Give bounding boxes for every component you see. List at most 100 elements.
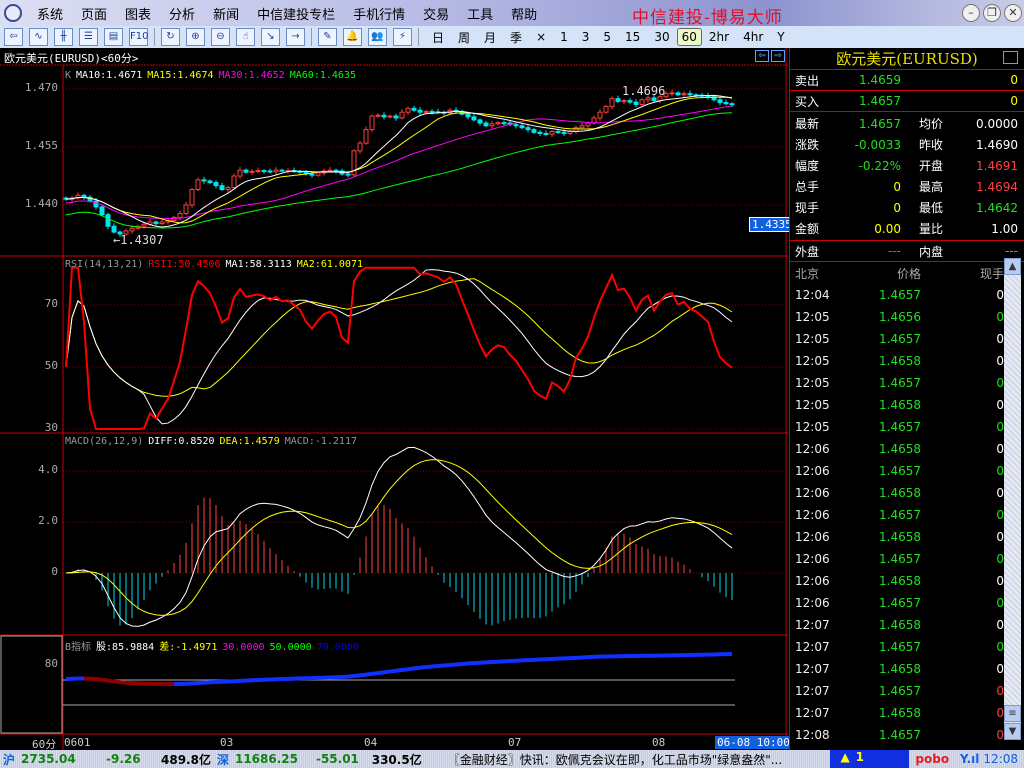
period-button[interactable]: 4hr [743,30,764,44]
draw-icon[interactable]: ✎ [318,28,337,46]
stat-label: 现手 [795,201,820,215]
tick-row[interactable]: 12:06 1.4658 0 [790,482,1004,504]
time-tick: 08 [652,736,666,749]
period-button[interactable]: 30 [654,30,670,44]
tick-row[interactable]: 12:05 1.4657 0 [790,372,1004,394]
period-button[interactable]: 2hr [708,30,730,44]
tick-price: 1.4657 [879,508,921,522]
candle [387,115,393,118]
scroll-down-button[interactable]: ▼ [1004,723,1021,740]
restore-button[interactable]: ❐ [983,4,1001,22]
rsi-tick: 30 [44,421,58,434]
rsi-ma1-line [65,269,733,425]
f10-icon[interactable]: F10 [129,28,148,46]
tick-price: 1.4658 [879,574,921,588]
stat-value: 1.4657 [859,116,901,131]
candle-chart-icon[interactable]: ╫ [54,28,73,46]
tick-row[interactable]: 12:07 1.4658 0 [790,658,1004,680]
scroll-thumb[interactable]: ≡ [1004,705,1021,722]
tick-row[interactable]: 12:06 1.4657 0 [790,460,1004,482]
rsi-label: RSI(14,13,21) [65,259,144,270]
pointer-icon[interactable]: ☝ [236,28,255,46]
menu-item[interactable]: 页面 [81,7,108,23]
zoom-in-icon[interactable]: ⊕ [186,28,205,46]
period-button[interactable]: 1 [560,30,568,44]
tick-row[interactable]: 12:05 1.4657 0 [790,328,1004,350]
minimize-button[interactable]: – [962,4,980,22]
period-button[interactable]: 3 [581,30,590,44]
chart-area[interactable]: 欧元美元(EURUSD)<60分> ⇦ ⇨ K MA10:1.4671 MA15:1… [0,48,795,751]
next-arrow-button[interactable]: ⇨ [771,50,785,62]
tick-row[interactable]: 12:07 1.4658 0 [790,614,1004,636]
menu-item[interactable]: 分析 [169,7,196,23]
users-icon[interactable]: 👥 [368,28,387,46]
period-button[interactable]: 月 [484,30,497,45]
tick-row[interactable]: 12:05 1.4657 0 [790,416,1004,438]
zoom-out-icon[interactable]: ⊖ [211,28,230,46]
tick-row[interactable]: 12:07 1.4657 0 [790,636,1004,658]
tick-row[interactable]: 12:06 1.4658 0 [790,570,1004,592]
menu-item[interactable]: 图表 [125,7,152,23]
period-button[interactable]: 日 [432,30,445,45]
alarm-bell-icon[interactable]: 🔔 [343,28,362,46]
line-chart-icon[interactable]: ∿ [29,28,48,46]
period-button[interactable]: 15 [625,30,641,44]
tick-row[interactable]: 12:07 1.4657 0 [790,680,1004,702]
outer-inner-row: 外盘 --- 内盘 --- [790,241,1024,262]
menu-item[interactable]: 帮助 [511,7,538,23]
tick-row[interactable]: 12:06 1.4658 0 [790,526,1004,548]
tick-row[interactable]: 12:05 1.4656 0 [790,306,1004,328]
candle [567,131,573,134]
sell-label: 卖出 [795,73,820,88]
tick-row[interactable]: 12:05 1.4658 0 [790,394,1004,416]
toolbar-separator [154,28,155,46]
period-button[interactable]: 周 [458,30,471,45]
scroll-up-button[interactable]: ▲ [1004,258,1021,275]
tick-row[interactable]: 12:06 1.4657 0 [790,548,1004,570]
prev-arrow-button[interactable]: ⇦ [755,50,769,62]
tick-row[interactable]: 12:06 1.4657 0 [790,504,1004,526]
export-icon[interactable]: ↘ [261,28,280,46]
app-logo-icon[interactable] [4,4,22,22]
tick-row[interactable]: 12:04 1.4657 0 [790,284,1004,306]
tick-volume: 0 [996,684,1004,698]
tick-row[interactable]: 12:06 1.4658 0 [790,438,1004,460]
b-indicator-segment [425,664,433,670]
import-icon[interactable]: → [286,28,305,46]
candle [405,107,411,113]
period-button[interactable]: 5 [603,30,612,44]
tick-row[interactable]: 12:07 1.4658 0 [790,702,1004,724]
refresh-icon[interactable]: ↻ [161,28,180,46]
alert-indicator[interactable]: ▲ 1 [830,750,909,768]
b-cha-value: 差:-1.4971 [159,642,218,653]
menu-item[interactable]: 工具 [467,7,494,23]
list-icon[interactable]: ☰ [79,28,98,46]
tick-row[interactable]: 12:06 1.4657 0 [790,592,1004,614]
tick-row[interactable]: 12:05 1.4658 0 [790,350,1004,372]
back-icon[interactable]: ⇦ [4,28,23,46]
candle [105,214,111,227]
candle [381,114,387,118]
menu-item[interactable]: 交易 [423,7,450,23]
news-icon[interactable]: ▤ [104,28,123,46]
period-button[interactable]: 60 [676,28,702,46]
close-button[interactable]: ✕ [1004,4,1022,22]
stat-label: 幅度 [795,159,820,173]
news-ticker[interactable]: 〖金融财经〗快讯：欧佩克会议在即，化工品市场"绿意盎然"... [447,752,783,767]
chart-canvas[interactable] [0,48,788,750]
ma10-value: MA10:1.4671 [76,70,143,81]
menu-item[interactable]: 手机行情 [353,7,406,23]
col-price: 价格 [896,266,921,281]
ticks-scrollbar[interactable]: ▲ ≡ ▼ [1004,258,1021,740]
period-button[interactable]: Y [777,30,785,44]
rsi1-line [65,266,733,430]
period-button[interactable]: 季 [510,30,523,45]
lightning-icon[interactable]: ⚡ [393,28,412,46]
menu-item[interactable]: 中信建投专栏 [257,7,336,23]
menu-item[interactable]: 新闻 [213,7,240,23]
sh-index: 2735.04 [21,752,76,766]
maximize-panel-button[interactable] [1003,51,1018,64]
tick-row[interactable]: 12:08 1.4657 0 [790,724,1004,746]
menu-item[interactable]: 系统 [37,7,64,23]
period-button[interactable]: × [536,30,547,44]
